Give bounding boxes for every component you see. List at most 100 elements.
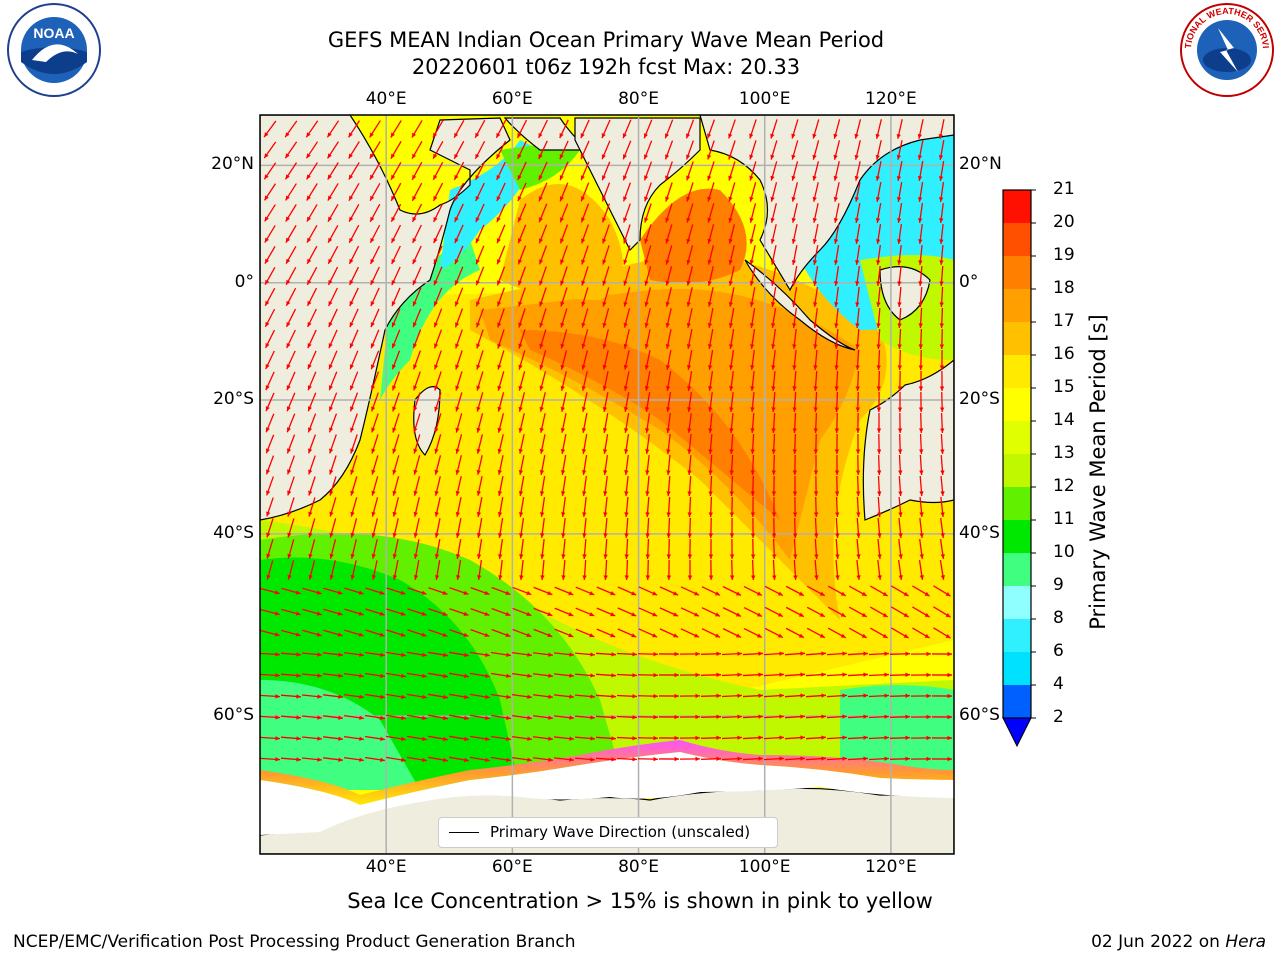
- wave-arrow: [706, 119, 716, 139]
- wave-arrow: [305, 120, 319, 138]
- wave-arrow: [280, 715, 302, 720]
- wave-arrow: [792, 475, 798, 497]
- wave-arrow: [792, 454, 798, 476]
- wave-arrow: [350, 413, 358, 433]
- wave-arrow: [856, 496, 861, 518]
- wave-arrow: [428, 693, 448, 700]
- wave-arrow: [644, 203, 652, 223]
- wave-arrow: [412, 224, 422, 244]
- wave-arrow: [687, 538, 693, 560]
- wave-arrow: [665, 287, 672, 307]
- wave-arrow: [939, 286, 944, 308]
- wave-arrow: [497, 350, 505, 370]
- wave-arrow: [391, 245, 401, 265]
- wave-arrow: [918, 349, 924, 371]
- wave-arrow: [281, 629, 301, 637]
- wave-arrow: [323, 587, 343, 595]
- wave-arrow: [305, 141, 319, 159]
- wave-arrow: [898, 517, 903, 539]
- wave-arrow: [833, 245, 840, 265]
- wave-arrow: [813, 496, 819, 518]
- map-frame: [259, 114, 955, 855]
- wave-arrow: [539, 329, 547, 349]
- wave-arrow: [749, 224, 756, 244]
- wave-arrow: [806, 585, 826, 597]
- wave-arrow: [708, 559, 714, 581]
- wave-arrow: [602, 350, 609, 370]
- wave-arrow: [497, 455, 504, 475]
- wave-arrow: [559, 119, 569, 139]
- wave-arrow: [729, 350, 735, 370]
- wave-arrow: [369, 182, 381, 202]
- wave-arrow: [854, 140, 861, 160]
- wave-arrow: [876, 370, 881, 392]
- wave-arrow: [386, 693, 406, 700]
- wave-arrow: [301, 736, 323, 741]
- wave-arrow: [470, 693, 490, 700]
- wave-arrow: [286, 350, 296, 370]
- wave-arrow: [456, 560, 462, 580]
- wave-arrow: [496, 287, 506, 307]
- wave-arrow: [855, 370, 860, 392]
- wave-arrow: [553, 757, 575, 762]
- wave-arrow: [793, 538, 798, 560]
- colorbar-tick-label: 8: [1053, 608, 1064, 628]
- wave-arrow: [875, 182, 882, 202]
- wave-arrow: [329, 476, 337, 496]
- wave-arrow: [833, 203, 840, 223]
- wave-arrow: [897, 349, 902, 371]
- wave-arrow: [658, 693, 680, 699]
- wave-arrow: [518, 476, 525, 496]
- wave-arrow: [624, 517, 629, 539]
- wave-arrow: [344, 735, 364, 741]
- wave-arrow: [477, 560, 483, 580]
- wave-arrow: [749, 245, 756, 265]
- wave-arrow: [680, 628, 700, 638]
- wave-arrow: [432, 140, 444, 160]
- lon-tick-label-top: 80°E: [618, 89, 659, 109]
- wave-arrow: [580, 140, 590, 160]
- wave-arrow: [898, 560, 903, 580]
- legend-line-swatch: [449, 832, 479, 833]
- wave-arrow: [918, 370, 924, 392]
- wave-arrow: [449, 629, 469, 637]
- period-band-9: [260, 680, 420, 790]
- colorbar-segment: [1003, 256, 1031, 290]
- wave-arrow: [891, 627, 909, 639]
- wave-arrow: [805, 714, 827, 719]
- wave-arrow: [665, 161, 673, 181]
- wave-arrow: [826, 714, 848, 719]
- wave-arrow: [390, 120, 402, 138]
- wave-arrow: [834, 433, 840, 455]
- wave-arrow: [434, 560, 441, 580]
- colorbar-segment: [1003, 586, 1031, 620]
- period-band-19: [520, 330, 780, 520]
- wave-arrow: [812, 119, 820, 139]
- legend-label: Primary Wave Direction (unscaled): [490, 823, 751, 841]
- wave-arrow: [877, 475, 882, 497]
- wave-arrow: [721, 714, 743, 719]
- wave-arrow: [814, 559, 819, 581]
- wave-arrow: [407, 756, 427, 763]
- wave-arrow: [327, 266, 339, 286]
- wave-arrow: [931, 756, 953, 762]
- wave-arrow: [728, 224, 736, 244]
- wave-arrow: [939, 265, 944, 287]
- wave-arrow: [938, 161, 945, 181]
- wave-arrow: [813, 454, 819, 476]
- wave-arrow: [470, 587, 490, 595]
- wave-arrow: [560, 455, 567, 475]
- wave-arrow: [281, 587, 301, 595]
- wave-arrow: [470, 608, 490, 616]
- wave-arrow: [638, 628, 658, 638]
- wave-arrow: [666, 413, 671, 433]
- wave-arrow: [623, 224, 631, 244]
- wave-arrow: [898, 433, 903, 455]
- wave-arrow: [665, 329, 672, 349]
- wave-arrow: [707, 140, 715, 160]
- wave-arrow: [434, 413, 442, 433]
- wave-arrow: [826, 672, 848, 677]
- wave-arrow: [792, 308, 798, 328]
- wave-arrow: [877, 496, 882, 518]
- wave-arrow: [350, 476, 358, 496]
